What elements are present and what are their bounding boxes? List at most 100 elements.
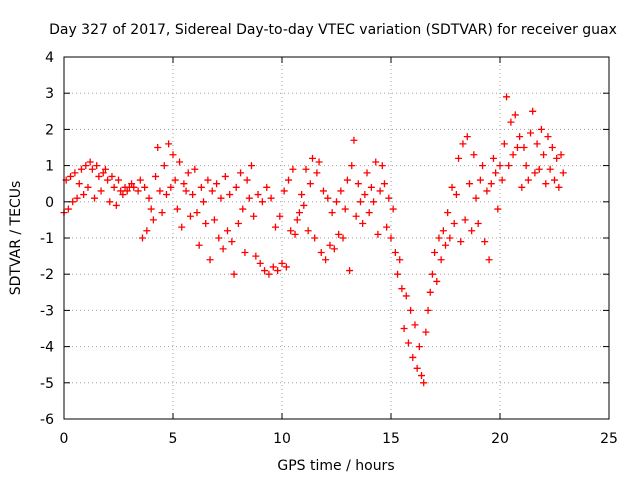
data-point — [531, 169, 539, 177]
data-point — [479, 162, 487, 170]
y-tick-label: 2 — [45, 122, 54, 138]
data-point — [186, 212, 194, 220]
x-axis-ticks: 0 5 10 15 20 25 — [60, 57, 618, 447]
data-point — [234, 220, 242, 228]
x-tick-label: 15 — [382, 431, 400, 447]
data-point — [498, 176, 506, 184]
y-axis-label: SDTVAR / TECUs — [8, 181, 24, 296]
data-point — [324, 194, 332, 202]
data-point — [507, 118, 515, 126]
data-point — [274, 267, 282, 275]
data-point — [69, 198, 77, 206]
data-point — [455, 154, 463, 162]
x-tick-label: 10 — [273, 431, 291, 447]
data-point — [494, 205, 502, 213]
data-point — [293, 216, 301, 224]
data-point — [330, 245, 338, 253]
data-point — [361, 191, 369, 199]
data-point — [115, 176, 122, 184]
data-point — [548, 144, 556, 151]
data-point — [439, 227, 447, 235]
data-point — [400, 325, 408, 332]
data-point — [67, 172, 75, 180]
data-point — [306, 180, 314, 188]
data-point — [522, 162, 530, 170]
y-tick-label: -6 — [40, 412, 54, 428]
data-point — [544, 133, 552, 141]
data-point — [191, 165, 199, 173]
data-point — [448, 183, 456, 191]
data-point — [271, 223, 279, 231]
data-point — [252, 252, 260, 260]
data-point — [529, 107, 537, 115]
data-point — [300, 201, 308, 209]
data-point — [459, 140, 467, 148]
y-tick-label: 0 — [45, 195, 54, 211]
data-point — [167, 183, 175, 191]
data-point — [254, 191, 262, 199]
data-point — [505, 162, 513, 170]
data-point — [511, 111, 519, 119]
data-point — [489, 154, 497, 162]
data-point — [492, 169, 500, 177]
data-point — [437, 256, 445, 264]
data-point — [367, 183, 375, 191]
data-point — [557, 151, 565, 159]
data-series-sdtvar — [60, 93, 567, 387]
data-point — [243, 176, 251, 184]
y-tick-label: -1 — [40, 231, 54, 247]
data-point — [152, 172, 160, 180]
data-point — [398, 285, 406, 293]
data-point — [224, 227, 231, 235]
data-point — [180, 180, 188, 188]
data-point — [171, 176, 179, 184]
data-point — [352, 212, 360, 220]
data-point — [433, 277, 441, 285]
data-point — [193, 209, 201, 217]
data-point — [394, 270, 402, 278]
data-point — [376, 187, 384, 195]
data-point — [110, 183, 118, 191]
data-point — [156, 187, 164, 195]
data-point — [348, 162, 356, 170]
data-point — [162, 191, 170, 199]
data-point — [391, 248, 399, 256]
data-point — [291, 230, 299, 238]
data-point — [278, 259, 286, 267]
data-point — [540, 151, 548, 159]
data-point — [359, 220, 367, 228]
data-point — [304, 227, 312, 235]
data-point — [154, 144, 162, 151]
data-point — [513, 144, 521, 151]
data-point — [173, 205, 181, 213]
data-point — [215, 234, 223, 242]
data-point — [237, 169, 245, 177]
data-point — [77, 165, 85, 173]
data-point — [282, 263, 290, 271]
data-point — [420, 379, 428, 387]
data-point — [311, 234, 319, 242]
data-point — [535, 165, 543, 173]
y-tick-label: 1 — [45, 159, 54, 175]
data-point — [415, 343, 423, 351]
data-point — [503, 93, 511, 101]
data-point — [411, 321, 419, 329]
data-point — [112, 201, 120, 209]
data-point — [261, 267, 269, 275]
y-tick-label: 3 — [45, 86, 54, 102]
data-point — [86, 158, 94, 166]
data-point — [295, 209, 303, 217]
y-tick-label: -2 — [40, 267, 54, 283]
data-point — [208, 187, 216, 195]
data-point — [97, 187, 105, 195]
data-point — [202, 220, 210, 228]
y-axis-ticks: -6 -5 -4 -3 -2 -1 0 1 2 3 4 — [40, 50, 609, 428]
data-point — [93, 162, 101, 170]
data-point — [516, 133, 524, 141]
data-point — [269, 263, 277, 271]
data-point — [424, 306, 432, 314]
data-point — [333, 198, 340, 206]
data-point — [356, 198, 364, 206]
data-point — [485, 256, 493, 264]
